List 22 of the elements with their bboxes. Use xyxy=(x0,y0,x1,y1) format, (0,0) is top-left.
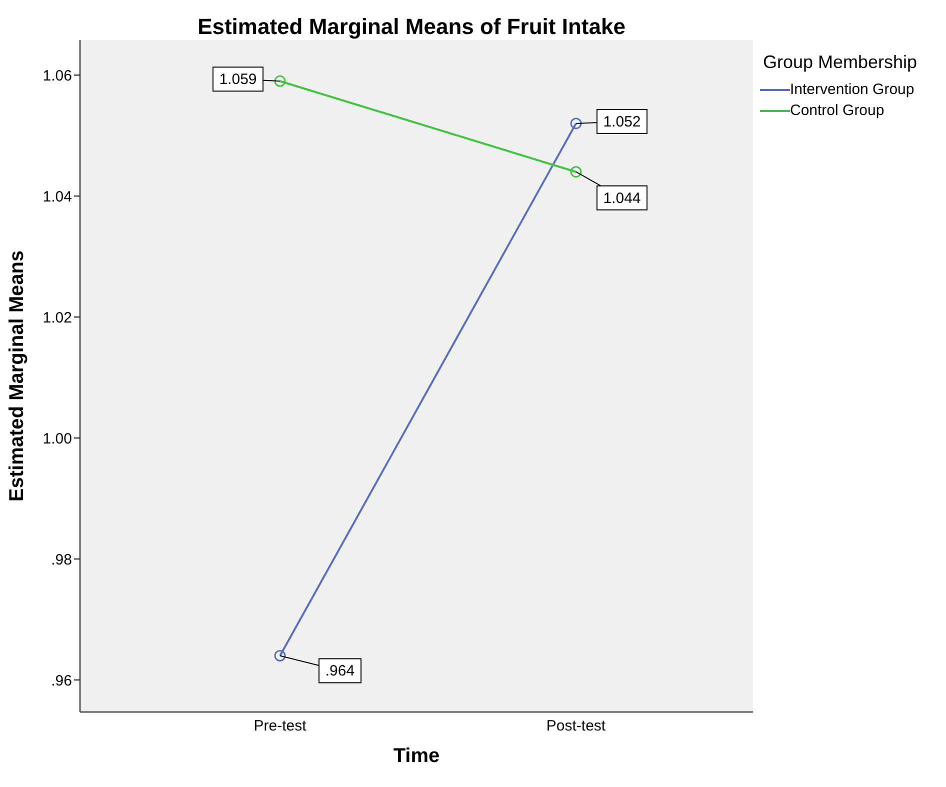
data-label: 1.059 xyxy=(219,71,257,88)
x-axis-title: Time xyxy=(393,745,440,767)
legend-label: Control Group xyxy=(790,102,884,119)
x-tick-label: Post-test xyxy=(546,718,606,735)
legend-title: Group Membership xyxy=(762,52,918,73)
x-tick-label: Pre-test xyxy=(254,718,308,735)
y-tick-label: 1.02 xyxy=(42,309,72,326)
data-label: .964 xyxy=(325,662,355,680)
point xyxy=(570,118,582,130)
data-label: 1.052 xyxy=(603,113,641,130)
point xyxy=(274,75,286,87)
data-label: 1.044 xyxy=(603,190,641,207)
y-tick-label: 1.04 xyxy=(42,188,72,206)
y-tick-label: 1.00 xyxy=(42,430,72,448)
point xyxy=(570,166,582,178)
y-tick-label: .98 xyxy=(51,551,72,568)
y-tick-label: .96 xyxy=(51,672,72,690)
y-tick-label: 1.06 xyxy=(42,67,72,84)
legend-label: Intervention Group xyxy=(790,81,914,98)
chart-title: Estimated Marginal Means of Fruit Intake xyxy=(196,14,626,40)
y-axis-title: Estimated Marginal Means xyxy=(6,250,28,502)
point xyxy=(274,650,286,662)
